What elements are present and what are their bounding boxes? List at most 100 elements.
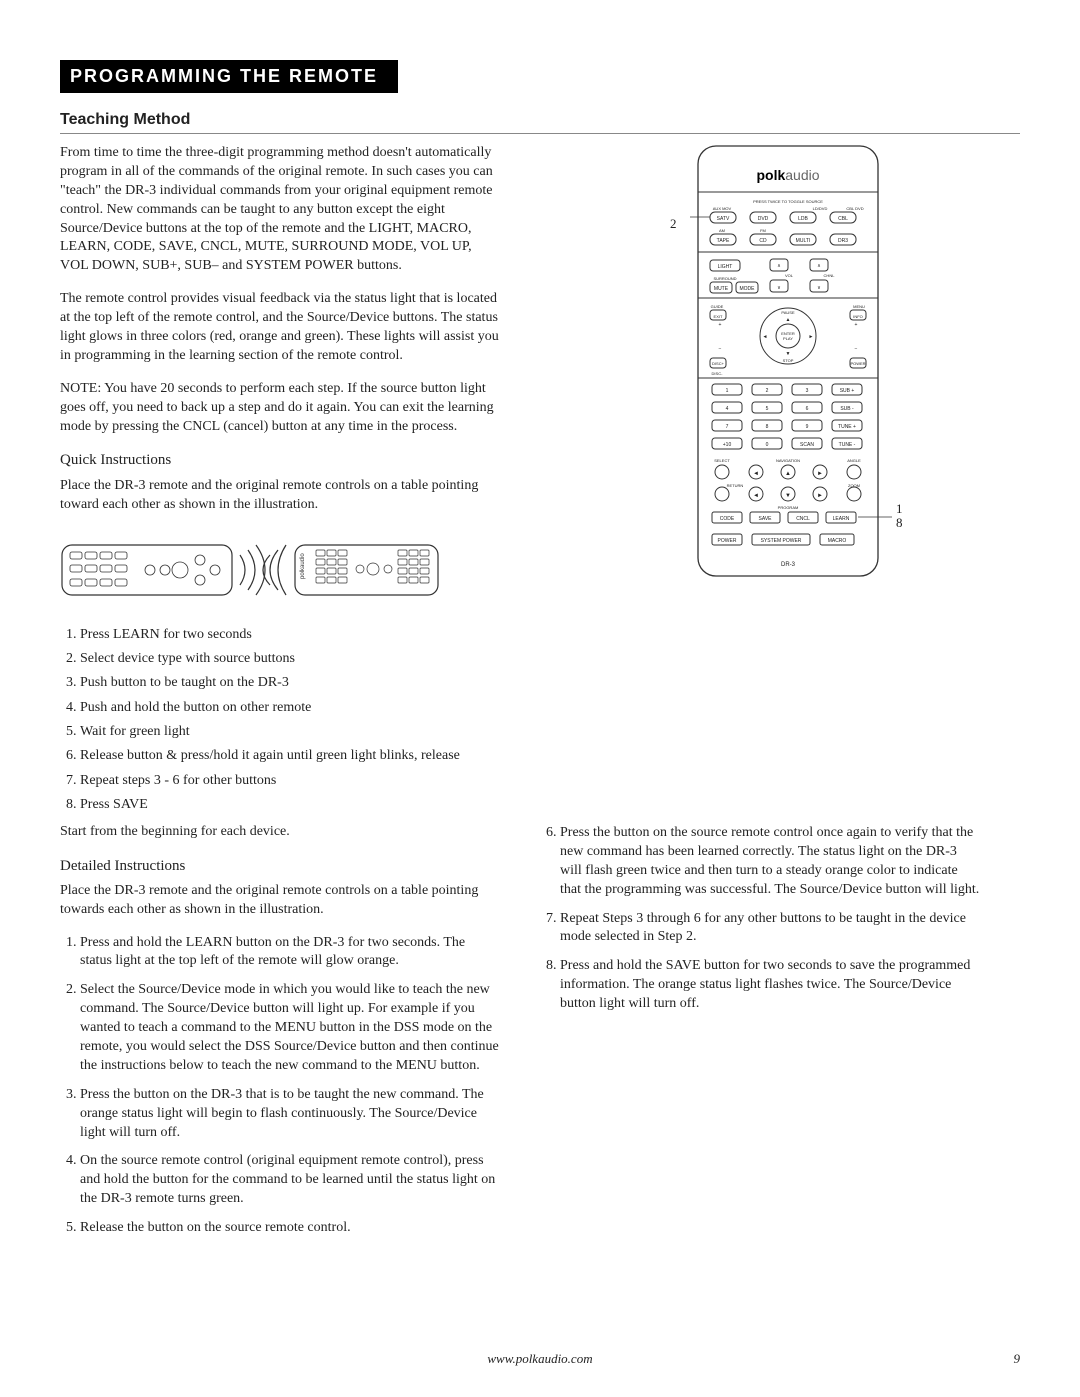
svg-text:MENU: MENU <box>853 304 865 309</box>
subheading: Teaching Method <box>60 111 1020 129</box>
detailed-intro: Place the DR-3 remote and the original r… <box>60 882 500 920</box>
detailed-step: Repeat Steps 3 through 6 for any other b… <box>560 910 980 948</box>
right-column: 2 18 polkaudio PRESS TWICE TO TOGGLE SOU… <box>540 144 980 1248</box>
svg-text:PRESS TWICE TO TOGGLE SOURCE: PRESS TWICE TO TOGGLE SOURCE <box>753 199 823 204</box>
svg-text:▲: ▲ <box>786 317 791 323</box>
quick-intro: Place the DR-3 remote and the original r… <box>60 477 500 515</box>
svg-text:MODE: MODE <box>740 286 756 292</box>
section-banner: PROGRAMMING THE REMOTE <box>60 60 398 93</box>
svg-text:ANGLE: ANGLE <box>847 458 861 463</box>
svg-text:−: − <box>719 346 722 352</box>
quick-step: Push and hold the button on other remote <box>80 697 500 719</box>
page-number: 9 <box>1014 1351 1021 1367</box>
svg-text:2: 2 <box>766 388 769 394</box>
svg-text:◄: ◄ <box>753 493 759 499</box>
note-para: NOTE: You have 20 seconds to perform eac… <box>60 380 500 437</box>
detailed-step: Press the button on the DR-3 that is to … <box>80 1086 500 1143</box>
quick-step: Push button to be taught on the DR-3 <box>80 672 500 694</box>
svg-text:CBL DVD: CBL DVD <box>846 206 863 211</box>
svg-text:LEARN: LEARN <box>833 516 850 522</box>
svg-text:∨: ∨ <box>777 285 781 291</box>
detailed-step: On the source remote control (original e… <box>80 1152 500 1209</box>
svg-text:NAVIGATION: NAVIGATION <box>776 458 800 463</box>
svg-text:SUB -: SUB - <box>840 406 854 412</box>
svg-text:AUX MOV: AUX MOV <box>713 206 732 211</box>
svg-text:RETURN: RETURN <box>727 483 744 488</box>
quick-step: Press SAVE <box>80 794 500 816</box>
detailed-step: Select the Source/Device mode in which y… <box>80 981 500 1075</box>
svg-text:POWER: POWER <box>718 538 737 544</box>
svg-text:◄: ◄ <box>763 334 768 340</box>
svg-text:4: 4 <box>726 406 729 412</box>
quick-step: Wait for green light <box>80 721 500 743</box>
svg-text:SAVE: SAVE <box>759 516 773 522</box>
detailed-step: Press the button on the source remote co… <box>560 824 980 900</box>
svg-text:9: 9 <box>806 424 809 430</box>
svg-text:+: + <box>855 322 858 328</box>
svg-text:DVD: DVD <box>758 216 769 222</box>
svg-text:LDB: LDB <box>798 216 808 222</box>
quick-step: Press LEARN for two seconds <box>80 624 500 646</box>
detailed-steps-right: Press the button on the source remote co… <box>540 824 980 1014</box>
callout-2: 2 <box>670 216 677 232</box>
svg-text:DR-3: DR-3 <box>781 562 796 568</box>
svg-text:+10: +10 <box>723 442 732 448</box>
svg-text:INFO: INFO <box>853 314 863 319</box>
intro-para-1: From time to time the three-digit progra… <box>60 144 500 276</box>
svg-text:►: ► <box>809 334 814 340</box>
svg-text:►: ► <box>817 493 823 499</box>
svg-text:SYSTEM POWER: SYSTEM POWER <box>761 538 802 544</box>
svg-text:SCAN: SCAN <box>800 442 814 448</box>
svg-text:DISC-: DISC- <box>712 371 724 376</box>
detailed-step: Press and hold the LEARN button on the D… <box>80 934 500 972</box>
svg-text:PLAY: PLAY <box>783 336 793 341</box>
svg-text:▼: ▼ <box>785 493 791 499</box>
svg-text:SURROUND: SURROUND <box>713 276 736 281</box>
svg-text:MACRO: MACRO <box>828 538 847 544</box>
intro-para-2: The remote control provides visual feedb… <box>60 290 500 366</box>
svg-text:MULTI: MULTI <box>796 238 811 244</box>
detailed-instructions-label: Detailed Instructions <box>60 856 500 876</box>
svg-text:6: 6 <box>806 406 809 412</box>
svg-text:DR3: DR3 <box>838 238 848 244</box>
quick-steps-list: Press LEARN for two seconds Select devic… <box>60 624 500 817</box>
svg-text:−: − <box>855 346 858 352</box>
quick-step: Release button & press/hold it again unt… <box>80 745 500 767</box>
svg-text:EXIT: EXIT <box>714 314 723 319</box>
svg-text:FM: FM <box>760 228 766 233</box>
svg-text:7: 7 <box>726 424 729 430</box>
svg-text:+: + <box>719 322 722 328</box>
quick-instructions-label: Quick Instructions <box>60 450 500 470</box>
svg-text:∧: ∧ <box>777 263 781 269</box>
svg-text:▲: ▲ <box>785 471 791 477</box>
svg-text:SELECT: SELECT <box>714 458 730 463</box>
svg-text:∨: ∨ <box>817 285 821 291</box>
detailed-step: Press and hold the SAVE button for two s… <box>560 957 980 1014</box>
svg-text:LD/DVD: LD/DVD <box>813 206 828 211</box>
remote-diagram: polkaudio PRESS TWICE TO TOGGLE SOURCE A… <box>690 144 900 584</box>
svg-text:PAUSE: PAUSE <box>781 310 795 315</box>
svg-text:PROGRAM: PROGRAM <box>778 505 799 510</box>
svg-text:VOL: VOL <box>785 273 794 278</box>
svg-text:GUIDE: GUIDE <box>711 304 724 309</box>
svg-text:SUB +: SUB + <box>840 388 855 394</box>
svg-text:CNCL: CNCL <box>796 516 810 522</box>
svg-text:AM: AM <box>719 228 725 233</box>
detailed-steps-left: Press and hold the LEARN button on the D… <box>60 934 500 1238</box>
svg-text:POWER: POWER <box>850 361 865 366</box>
svg-text:►: ► <box>817 471 823 477</box>
detailed-step: Release the button on the source remote … <box>80 1219 500 1238</box>
quick-step: Select device type with source buttons <box>80 648 500 670</box>
svg-text:5: 5 <box>766 406 769 412</box>
quick-step: Repeat steps 3 - 6 for other buttons <box>80 770 500 792</box>
two-remotes-illustration: polkaudio <box>60 535 440 605</box>
footer-url: www.polkaudio.com <box>0 1351 1080 1367</box>
svg-text:TAPE: TAPE <box>717 238 730 244</box>
svg-text:◄: ◄ <box>753 471 759 477</box>
svg-text:3: 3 <box>806 388 809 394</box>
svg-text:∧: ∧ <box>817 263 821 269</box>
svg-text:8: 8 <box>766 424 769 430</box>
svg-text:CBL: CBL <box>838 216 848 222</box>
svg-text:TUNE +: TUNE + <box>838 424 856 430</box>
svg-text:STOP: STOP <box>783 358 794 363</box>
